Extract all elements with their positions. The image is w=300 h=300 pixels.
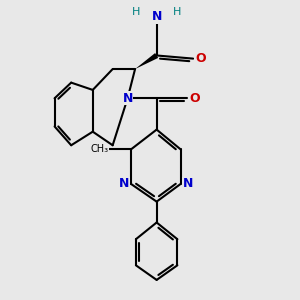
Text: N: N	[183, 177, 193, 190]
Text: N: N	[118, 177, 129, 190]
Text: H: H	[173, 7, 182, 16]
Text: N: N	[152, 11, 162, 23]
Polygon shape	[135, 53, 158, 69]
Text: O: O	[195, 52, 206, 65]
Text: CH₃: CH₃	[91, 144, 109, 154]
Text: H: H	[132, 7, 140, 16]
Text: N: N	[122, 92, 133, 105]
Text: O: O	[189, 92, 200, 105]
